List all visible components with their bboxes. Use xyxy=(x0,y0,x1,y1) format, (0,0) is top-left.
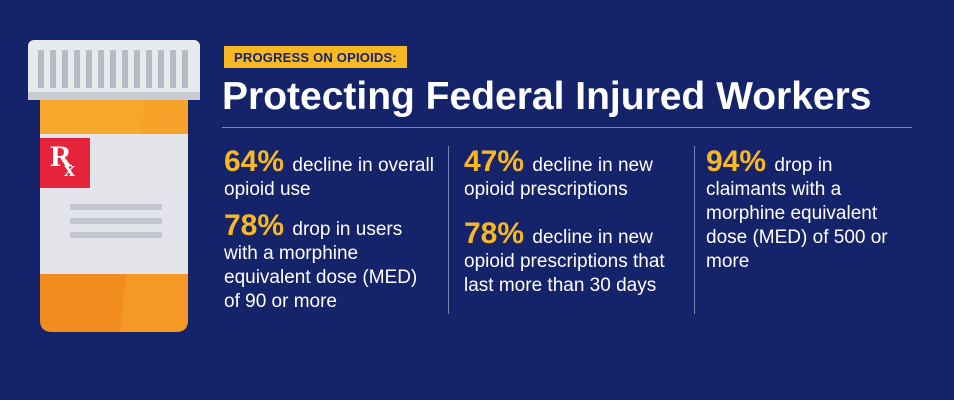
column-divider xyxy=(448,146,449,314)
stat-description: drop in claimants with a morphine equiva… xyxy=(706,155,888,272)
section-tag: PROGRESS ON OPIOIDS: xyxy=(224,46,407,68)
page-title: Protecting Federal Injured Workers xyxy=(222,75,872,118)
stat-description: decline in new opioid prescriptions xyxy=(464,155,653,200)
stat-block: 64% decline in overall opioid use xyxy=(224,147,434,202)
stat-percentage: 94% xyxy=(706,145,775,178)
stat-description: drop in users with a morphine equivalent… xyxy=(224,219,418,312)
stat-description: decline in new opioid prescriptions that… xyxy=(464,227,665,296)
stat-percentage: 78% xyxy=(224,209,293,242)
rx-label: R x xyxy=(50,140,75,181)
stat-percentage: 64% xyxy=(224,145,293,178)
stat-block: 47% decline in new opioid prescriptions xyxy=(464,147,679,202)
prescription-bottle-icon: R x xyxy=(24,40,204,340)
column-divider xyxy=(694,146,695,314)
stat-percentage: 78% xyxy=(464,217,533,250)
stat-block: 94% drop in claimants with a morphine eq… xyxy=(706,147,906,274)
stat-block: 78% drop in users with a morphine equiva… xyxy=(224,211,438,314)
title-divider xyxy=(222,127,912,128)
stat-block: 78% decline in new opioid prescriptions … xyxy=(464,219,686,298)
stat-percentage: 47% xyxy=(464,145,533,178)
stat-description: decline in overall opioid use xyxy=(224,155,434,200)
